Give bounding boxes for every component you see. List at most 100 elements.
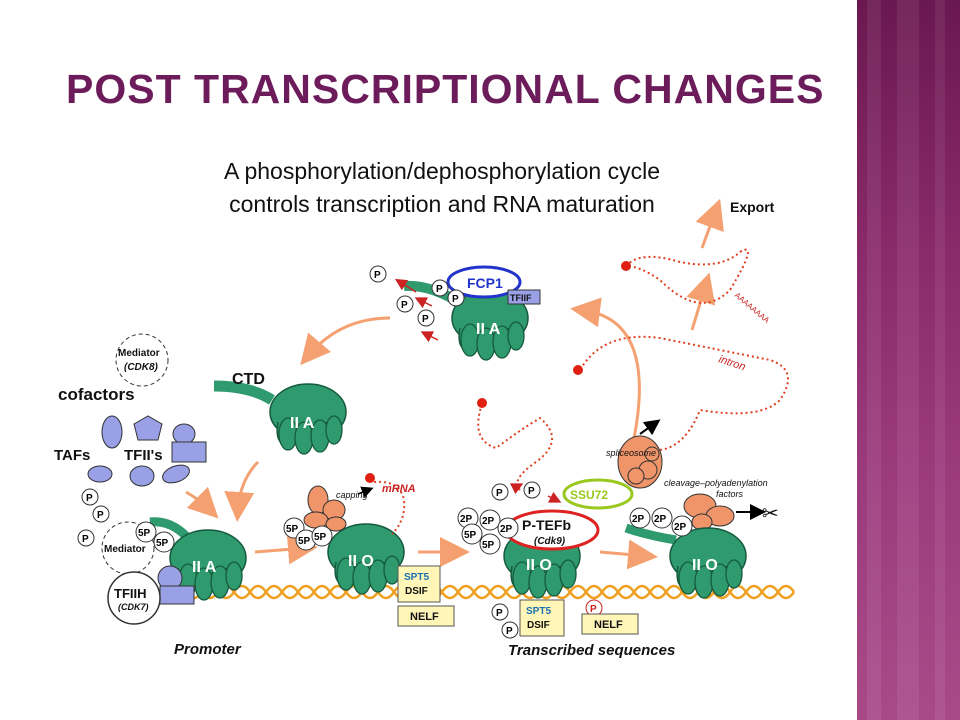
spliceosome — [617, 435, 663, 489]
factors-label: factors — [716, 489, 744, 499]
ctd-tail — [213, 380, 275, 405]
arrow-elongation-to-end — [599, 539, 658, 570]
iia-mid-label: II A — [290, 415, 315, 432]
tfiif-label: TFIIF — [510, 293, 532, 303]
p-label: P — [374, 270, 381, 281]
elongation-rna-dot — [477, 398, 487, 408]
spliceosome-label: spliceosome — [606, 448, 656, 458]
dna-strand-2 — [168, 584, 796, 600]
p-circles-top: P P P P P — [369, 265, 465, 327]
p-label: P — [82, 534, 89, 545]
intron-dotted — [577, 335, 789, 452]
p-circles-promoter: P P P 5P 5P — [77, 488, 175, 553]
nelf-box-2 — [581, 613, 639, 635]
iia-top-label: II A — [476, 321, 501, 338]
p-label: P — [528, 486, 535, 497]
tfiif-box — [507, 289, 541, 305]
p2-label: 2P — [654, 514, 667, 525]
p5-label: 5P — [482, 540, 495, 551]
tafs-label: TAFs — [54, 447, 90, 464]
cdk7-label: (CDK7) — [118, 602, 149, 612]
p-circles-elongation: P P 2P 2P 2P 5P 5P — [457, 481, 541, 555]
slide-title: POST TRANSCRIPTIONAL CHANGES — [66, 66, 825, 112]
iio-end-label: II O — [692, 557, 718, 574]
p-circles-spt5: P P P — [491, 599, 603, 639]
p2-label: 2P — [500, 524, 513, 535]
iia-promoter-label: II A — [192, 559, 217, 576]
decorative-sidebar — [857, 0, 960, 720]
tfiih-label: TFIIH — [114, 586, 147, 601]
dsif-label-2: DSIF — [527, 620, 550, 631]
arrow-export — [695, 198, 724, 249]
figure-title-line2: controls transcription and RNA maturatio… — [229, 191, 655, 217]
p-label: P — [422, 314, 429, 325]
ctd-tail-promoter — [149, 517, 190, 540]
p-label: P — [97, 510, 104, 521]
p-circles-capping: 5P 5P 5P — [283, 517, 333, 551]
p-label: P — [86, 493, 93, 504]
export-label: Export — [730, 199, 775, 215]
spt5-label-2: SPT5 — [526, 606, 551, 617]
ssu72-ring — [562, 478, 634, 510]
p-label: P — [496, 488, 503, 499]
cleavage-label: cleavage–polyadenylation — [664, 478, 768, 488]
dsif-label-1: DSIF — [405, 586, 428, 597]
arrow-promoter-to-capping — [254, 534, 318, 565]
tfiis-label: TFII's — [124, 447, 163, 464]
p5-label: 5P — [138, 528, 151, 539]
mediator-promoter-label: Mediator — [104, 544, 146, 555]
mrna-capping-dotted — [373, 480, 406, 535]
polya-tail: AAAAAAAA — [733, 291, 772, 326]
p5-label: 5P — [298, 536, 311, 547]
ssu72-label: SSU72 — [570, 488, 608, 502]
p2-label: 2P — [460, 514, 473, 525]
mediator-label: Mediator — [118, 348, 160, 359]
arrow-to-ctd — [300, 316, 391, 366]
cofactor-shapes — [87, 415, 207, 487]
arrow-up-polya — [686, 272, 716, 331]
promoter-label: Promoter — [174, 641, 242, 658]
p-label: P — [436, 284, 443, 295]
p2-label: 2P — [482, 516, 495, 527]
p-label: P — [496, 608, 503, 619]
transcribed-label: Transcribed sequences — [508, 642, 675, 659]
mediator-cdk8-circle — [115, 333, 169, 387]
nelf-label-1: NELF — [410, 611, 439, 623]
mrna-cap-dot — [621, 261, 631, 271]
capping-enzyme — [303, 485, 347, 532]
arrow-recycle — [570, 297, 641, 449]
mrna-export-dotted — [625, 248, 749, 304]
intron-label: intron — [717, 353, 747, 373]
p5-label: 5P — [156, 538, 169, 549]
figure-title-line1: A phosphorylation/dephosphorylation cycl… — [223, 158, 660, 184]
ctd-tail-end — [624, 523, 677, 545]
p-label: P — [506, 626, 513, 637]
fcp1-label: FCP1 — [467, 275, 503, 291]
p2-label: 2P — [632, 514, 645, 525]
arrow-down-left — [224, 460, 260, 522]
cofactors-label: cofactors — [58, 385, 135, 404]
capping-label: capping — [336, 490, 368, 500]
p2-label: 2P — [674, 522, 687, 533]
dsif-box-1 — [397, 565, 441, 603]
p5-label: 5P — [286, 524, 299, 535]
figure-title: A phosphorylation/dephosphorylation cycl… — [152, 155, 732, 221]
p-label: P — [452, 294, 459, 305]
intron-dot — [573, 365, 583, 375]
ctd-label: CTD — [232, 371, 265, 388]
nelf-box-1 — [397, 605, 455, 627]
tfiih-parts — [157, 565, 195, 605]
dsif-box-2 — [519, 599, 565, 637]
tfiih-circle — [107, 571, 161, 625]
mrna-label: mRNA — [382, 483, 416, 495]
sidebar-edge — [851, 0, 857, 720]
mrna-cap — [365, 473, 375, 483]
p-label: P — [590, 604, 597, 615]
ptefb-label: P-TEFb — [522, 517, 571, 533]
p5-label: 5P — [464, 530, 477, 541]
elongation-rna-dotted — [477, 403, 553, 491]
spt5-label-1: SPT5 — [404, 572, 429, 583]
p-circles-end: 2P 2P 2P — [629, 507, 693, 537]
p5-label: 5P — [314, 532, 327, 543]
